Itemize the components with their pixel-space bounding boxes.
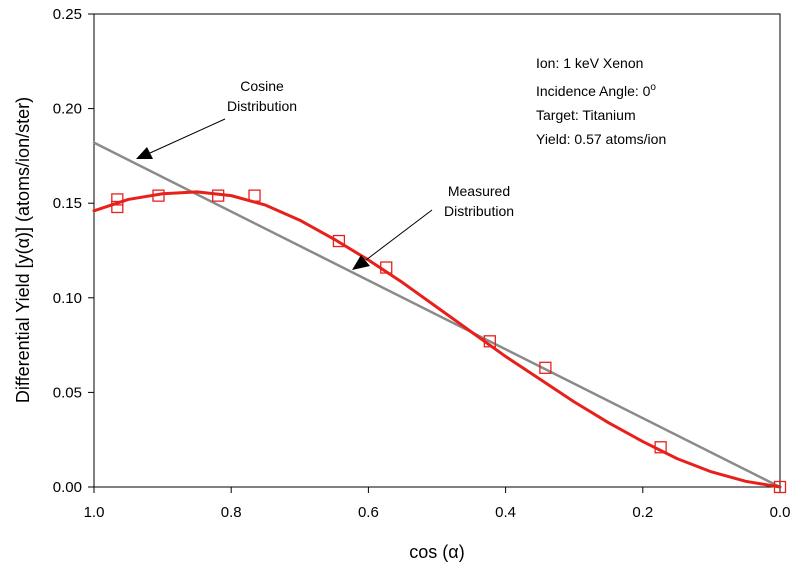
measured-fit-curve: [92, 190, 782, 489]
series-layer: [92, 141, 787, 494]
plot-frame: [93, 13, 781, 488]
info-text: Ion: 1 keV Xenon Incidence Angle: 0o Tar…: [536, 55, 666, 147]
measured-data-point: [248, 189, 261, 202]
measured-arrow-shaft: [365, 209, 433, 261]
y-tick-label: 0.25: [53, 6, 82, 23]
measured-data-point: [111, 200, 124, 214]
measured-annotation: Measured Distribution: [352, 183, 514, 270]
x-tick-label: 0.0: [770, 504, 791, 521]
x-tick-label: 1.0: [84, 504, 105, 521]
cosine-arrow-shaft: [149, 118, 226, 154]
x-axis-title: cos (α): [409, 542, 464, 562]
cosine-distribution-line: [92, 141, 782, 489]
y-tick-label: 0.15: [53, 195, 82, 212]
x-tick-label: 0.8: [221, 504, 242, 521]
y-tick-labels: 0.00 0.05 0.10 0.15 0.20 0.25: [53, 6, 82, 496]
measured-data-point: [654, 441, 667, 454]
y-tick-label: 0.20: [53, 101, 82, 118]
cosine-annotation: Cosine Distribution: [136, 78, 297, 159]
measured-annotation-line1: Measured: [448, 183, 510, 199]
measured-data-point: [539, 361, 552, 374]
x-tick-label: 0.2: [632, 504, 653, 521]
measured-data-point: [773, 480, 787, 494]
measured-data-point: [332, 234, 346, 248]
cosine-arrow-head: [136, 147, 153, 159]
info-yield: Yield: 0.57 atoms/ion: [536, 131, 666, 147]
y-axis-title: Differential Yield [y(α)] (atoms/ion/ste…: [13, 97, 33, 403]
cosine-annotation-line2: Distribution: [227, 98, 297, 114]
x-tick-label: 0.4: [495, 504, 516, 521]
info-ion: Ion: 1 keV Xenon: [536, 55, 643, 71]
info-target: Target: Titanium: [536, 107, 636, 123]
measured-data-point: [380, 261, 393, 274]
y-tick-label: 0.05: [53, 384, 82, 401]
measured-data-point: [212, 189, 225, 202]
measured-data-point: [152, 189, 165, 202]
x-tick-label: 0.6: [358, 504, 379, 521]
cosine-annotation-line1: Cosine: [240, 78, 284, 94]
measured-arrow-head: [352, 255, 370, 270]
degree-superscript: o: [650, 82, 656, 93]
y-tick-label: 0.10: [53, 290, 82, 307]
measured-data-point: [483, 335, 496, 348]
axis-ticks: [88, 13, 781, 493]
measured-annotation-line2: Distribution: [444, 203, 514, 219]
measured-data-point: [111, 193, 124, 206]
y-tick-label: 0.00: [53, 479, 82, 496]
x-tick-labels: 1.0 0.8 0.6 0.4 0.2 0.0: [84, 504, 791, 521]
info-incidence-angle: Incidence Angle: 0o: [536, 82, 656, 99]
